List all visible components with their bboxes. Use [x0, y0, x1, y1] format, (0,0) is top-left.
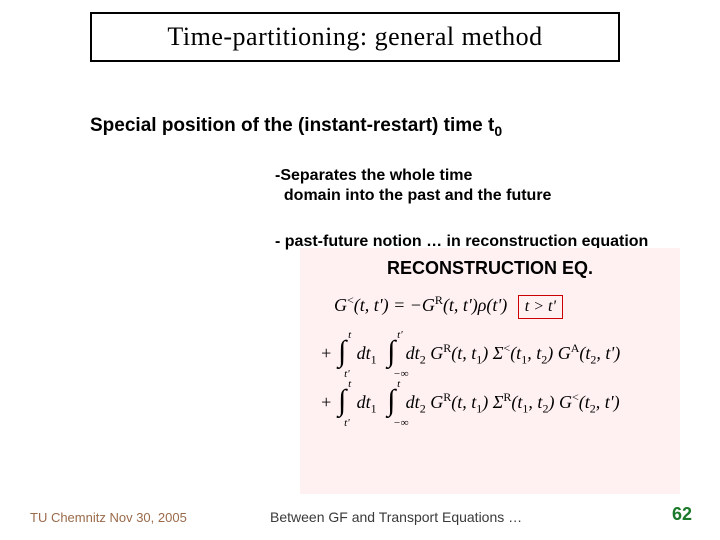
dt2a-sub: 2	[420, 353, 426, 367]
int3-sym: ∫	[338, 392, 346, 410]
footer-left: TU Chemnitz Nov 30, 2005	[30, 510, 187, 525]
subtitle: Special position of the (instant-restart…	[90, 115, 502, 139]
gr3: G	[430, 392, 443, 412]
dt1b: dt	[357, 392, 371, 412]
slide-title: Time-partitioning: general method	[167, 22, 542, 51]
int4-bot: −∞	[393, 417, 408, 429]
gr3-args: (t, t	[451, 392, 476, 412]
equation-line2: +t∫t' dt1 t'∫−∞ dt2 GR(t, t1) Σ<(t1, t2)…	[320, 341, 666, 368]
sigma-lt: Σ	[493, 343, 504, 363]
condition-box: t > t'	[518, 295, 563, 319]
glt-close: , t')	[596, 392, 620, 412]
eq-sup-r: R	[435, 293, 443, 307]
bullet1-line2: domain into the past and the future	[275, 187, 551, 204]
int2-top: t'	[397, 329, 402, 341]
subtitle-text: Special position of the (instant-restart…	[90, 115, 494, 136]
int3-bot: t'	[344, 417, 349, 429]
ga-args: (t	[579, 343, 590, 363]
gr2: G	[430, 343, 443, 363]
int4-top: t	[397, 378, 400, 390]
integral1: t∫t'	[332, 343, 352, 366]
eq-args1: (t, t') = −G	[354, 295, 435, 315]
integral3: t∫t'	[332, 392, 352, 415]
gr3-sup: R	[443, 390, 451, 404]
sigma-lt-c: , t	[527, 343, 541, 363]
page-number: 62	[672, 504, 692, 525]
sigma-r-close: )	[548, 392, 554, 412]
title-box: Time-partitioning: general method	[90, 12, 620, 62]
ga: G	[558, 343, 571, 363]
equation-line3: +t∫t' dt1 t∫−∞ dt2 GR(t, t1) ΣR(t1, t2) …	[320, 390, 666, 417]
glt: G	[559, 392, 572, 412]
sigma-r: Σ	[493, 392, 504, 412]
int4-sym: ∫	[387, 392, 395, 410]
int1-top: t	[348, 329, 351, 341]
int2-bot: −∞	[393, 368, 408, 380]
integral4: t∫−∞	[381, 392, 401, 415]
subtitle-sub: 0	[494, 123, 502, 139]
dt2b-sub: 2	[420, 401, 426, 415]
int3-top: t	[348, 378, 351, 390]
gr3-close: )	[482, 392, 488, 412]
int2-sym: ∫	[387, 343, 395, 361]
dt1a-sub: 1	[371, 353, 377, 367]
eq-sup-lt: <	[347, 293, 354, 307]
dt1b-sub: 1	[371, 401, 377, 415]
sigma-r-c: , t	[528, 392, 542, 412]
dt2b: dt	[406, 392, 420, 412]
sigma-lt-args: (t	[510, 343, 521, 363]
bullet-separates: -Separates the whole time domain into th…	[275, 166, 551, 206]
glt-sup: <	[572, 390, 579, 404]
ga-close: , t')	[596, 343, 620, 363]
dt2a: dt	[406, 343, 420, 363]
condition-text: t > t'	[525, 298, 556, 315]
gr2-close: )	[482, 343, 488, 363]
sigma-r-args: (t	[511, 392, 522, 412]
integral2: t'∫−∞	[381, 343, 401, 366]
equation-title: RECONSTRUCTION EQ.	[314, 258, 666, 279]
gr2-sup: R	[443, 341, 451, 355]
dt1a: dt	[357, 343, 371, 363]
sigma-lt-close: )	[547, 343, 553, 363]
gr2-args: (t, t	[451, 343, 476, 363]
equation-box: RECONSTRUCTION EQ. G<(t, t') = −GR(t, t'…	[300, 248, 680, 494]
eq-args2: (t, t')ρ(t')	[443, 295, 507, 315]
equation-line1: G<(t, t') = −GR(t, t')ρ(t') t > t'	[334, 293, 666, 319]
bullet1-line1: -Separates the whole time	[275, 167, 472, 184]
int1-sym: ∫	[338, 343, 346, 361]
eq-g1: G	[334, 295, 347, 315]
glt-args: (t	[579, 392, 590, 412]
footer-center: Between GF and Transport Equations …	[270, 509, 522, 525]
